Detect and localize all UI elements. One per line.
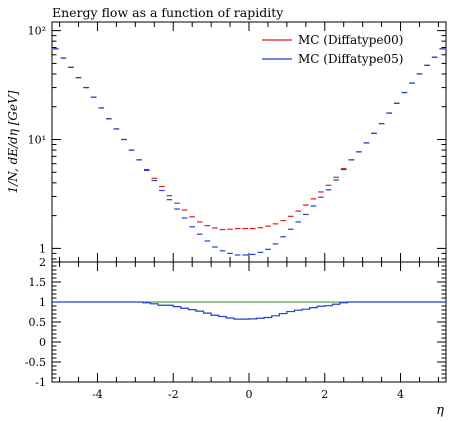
main-ticks [52,22,446,262]
ratio-plot-frame [51,261,447,383]
x-tick-label: 0 [246,388,253,401]
ratio-line-diffatype05 [52,301,446,320]
ratio-series [52,301,446,320]
legend-label-diffatype05: MC (Diffatype05) [298,52,403,66]
y-tick-label: 10² [28,25,46,38]
x-tick-label: -2 [168,388,179,401]
main-series [53,48,445,256]
y-tick-label: 2 [39,256,46,269]
y-tick-label: -0.5 [25,356,46,369]
x-tick-label: 4 [397,388,404,401]
y-tick-label: -1 [35,376,46,389]
y-tick-label: 0.5 [29,316,47,329]
legend: MC (Diffatype00) MC (Diffatype05) [262,33,403,66]
y-tick-label: 1 [39,242,46,255]
x-tick-label: -4 [92,388,103,401]
ratio-plot: 2 1.5 1 0.5 0 -0.5 -1 -4 -2 0 2 4 η [25,256,447,418]
x-tick-label: 2 [321,388,328,401]
y-axis-label: 1/N, dE/dη [GeV] [6,90,20,193]
y-tick-label: 1.5 [29,276,47,289]
main-plot: 1 10¹ 10² 1/N, dE/dη [GeV] MC (Diffatype00… [6,21,447,263]
ratio-y-tick-labels: 2 1.5 1 0.5 0 -0.5 -1 [25,256,46,389]
main-y-tick-labels: 1 10¹ 10² [28,25,46,256]
y-tick-label: 0 [39,336,46,349]
chart-title: Energy flow as a function of rapidity [52,5,284,20]
x-axis-label: η [436,403,444,418]
ratio-ticks [52,261,446,383]
x-tick-labels: -4 -2 0 2 4 [92,388,404,401]
legend-label-diffatype00: MC (Diffatype00) [298,33,403,47]
y-tick-label: 10¹ [28,134,46,147]
y-tick-label: 1 [39,296,46,309]
